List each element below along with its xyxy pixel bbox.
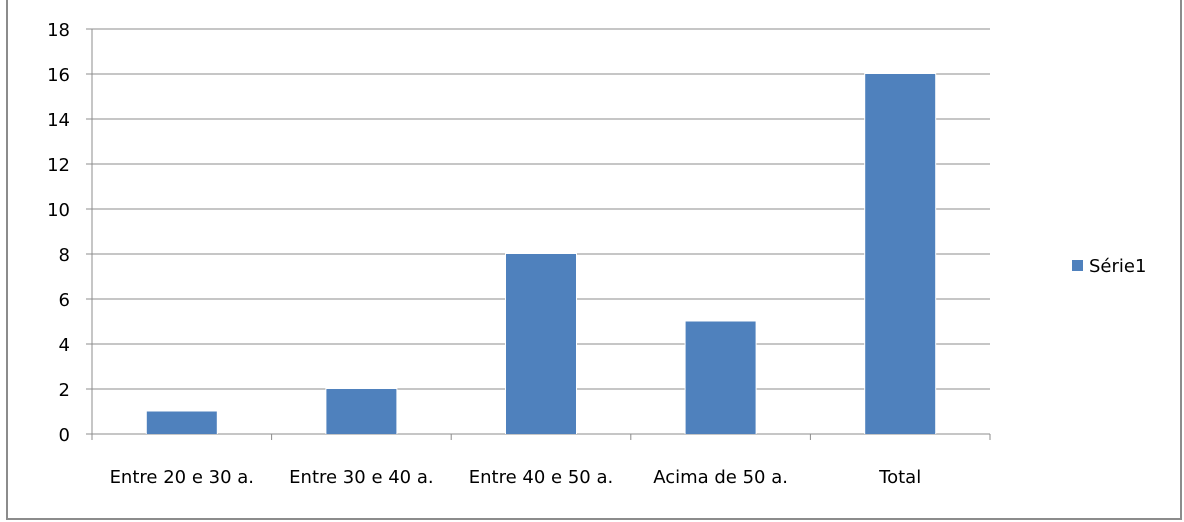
- y-tick-label: 2: [59, 380, 70, 401]
- x-category-label: Entre 40 e 50 a.: [469, 467, 613, 488]
- bar: [146, 411, 217, 434]
- x-category-label: Entre 20 e 30 a.: [110, 467, 254, 488]
- y-tick-label: 10: [47, 200, 70, 221]
- y-tick-label: 12: [47, 155, 70, 176]
- x-category-label: Acima de 50 a.: [653, 467, 788, 488]
- y-tick-label: 4: [59, 335, 70, 356]
- bar: [506, 254, 576, 434]
- y-tick-label: 16: [47, 65, 70, 86]
- x-category-label: Total: [878, 467, 921, 488]
- y-tick-label: 6: [59, 290, 70, 311]
- bar: [865, 74, 936, 434]
- bar: [326, 389, 397, 434]
- chart-frame: [6, 0, 1182, 520]
- y-tick-label: 8: [59, 245, 70, 266]
- y-tick-label: 0: [59, 425, 70, 446]
- bar: [685, 321, 756, 434]
- y-tick-label: 18: [47, 20, 70, 41]
- legend-label: Série1: [1089, 256, 1146, 277]
- x-category-label: Entre 30 e 40 a.: [289, 467, 433, 488]
- legend-swatch: [1072, 260, 1083, 271]
- y-tick-label: 14: [47, 110, 70, 131]
